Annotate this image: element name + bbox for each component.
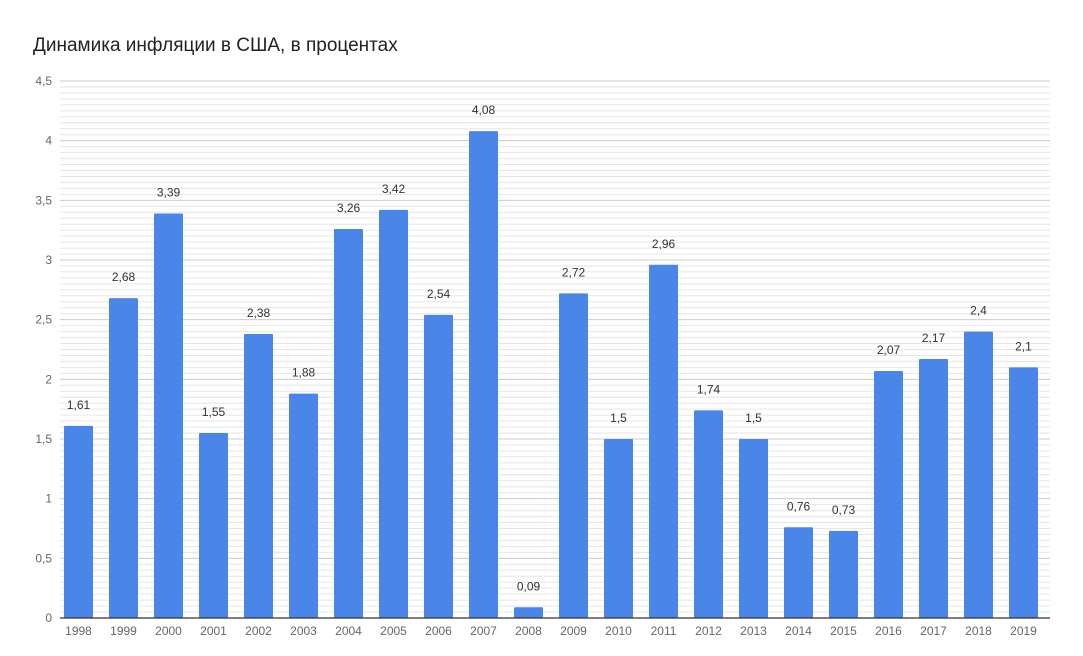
data-label: 2,54 bbox=[427, 287, 451, 301]
data-label: 1,61 bbox=[67, 398, 91, 412]
x-tick-label: 2016 bbox=[875, 624, 902, 638]
data-label: 1,74 bbox=[697, 382, 721, 396]
chart-title: Динамика инфляции в США, в процентах bbox=[33, 35, 398, 56]
x-tick-label: 2019 bbox=[1010, 624, 1037, 638]
bar-2005 bbox=[379, 209, 408, 618]
x-tick-label: 2005 bbox=[380, 624, 407, 638]
x-tick-label: 2017 bbox=[920, 624, 947, 638]
x-tick-label: 2010 bbox=[605, 624, 632, 638]
bar-2002 bbox=[244, 333, 273, 618]
x-tick-label: 2015 bbox=[830, 624, 857, 638]
bar-2008 bbox=[514, 607, 543, 618]
y-tick-label: 2,5 bbox=[35, 313, 52, 327]
x-tick-label: 2013 bbox=[740, 624, 767, 638]
bar-2015 bbox=[829, 530, 858, 618]
x-tick-label: 2006 bbox=[425, 624, 452, 638]
data-label: 1,5 bbox=[610, 411, 627, 425]
data-label: 1,88 bbox=[292, 366, 316, 380]
x-tick-label: 2014 bbox=[785, 624, 812, 638]
bar-2001 bbox=[199, 433, 228, 618]
data-label: 0,76 bbox=[787, 499, 811, 513]
bar-2009 bbox=[559, 293, 588, 618]
bar-2007 bbox=[469, 131, 498, 618]
bar-2017 bbox=[919, 359, 948, 618]
y-tick-label: 1 bbox=[45, 492, 52, 506]
x-tick-label: 2007 bbox=[470, 624, 497, 638]
data-label: 3,42 bbox=[382, 182, 406, 196]
y-tick-label: 4 bbox=[45, 134, 52, 148]
bar-2014 bbox=[784, 527, 813, 618]
data-label: 0,73 bbox=[832, 503, 856, 517]
y-tick-label: 1,5 bbox=[35, 432, 52, 446]
bar-2006 bbox=[424, 314, 453, 618]
y-tick-label: 4,5 bbox=[35, 74, 52, 88]
bar-2003 bbox=[289, 393, 318, 618]
data-label: 2,96 bbox=[652, 237, 676, 251]
x-tick-label: 2008 bbox=[515, 624, 542, 638]
bar-2010 bbox=[604, 439, 633, 618]
data-label: 2,38 bbox=[247, 306, 271, 320]
bar-2004 bbox=[334, 228, 363, 618]
data-labels: 1,61 2,68 3,39 1,55 2,38 1,88 3,26 3,42 2,54 4,08… bbox=[67, 103, 1032, 593]
y-tick-label: 0 bbox=[45, 611, 52, 625]
x-tick-label: 1998 bbox=[65, 624, 92, 638]
data-label: 4,08 bbox=[472, 103, 496, 117]
bar-1999 bbox=[109, 298, 138, 618]
bar-2000 bbox=[154, 213, 183, 618]
data-label: 0,09 bbox=[517, 579, 541, 593]
data-label: 1,5 bbox=[745, 411, 762, 425]
x-tick-label: 2002 bbox=[245, 624, 272, 638]
data-label: 2,17 bbox=[922, 331, 946, 345]
x-tick-label: 1999 bbox=[110, 624, 137, 638]
bar-2019 bbox=[1009, 367, 1038, 618]
bar-2018 bbox=[964, 331, 993, 618]
x-tick-label: 2011 bbox=[651, 624, 677, 638]
bars bbox=[64, 131, 1038, 618]
bar-2016 bbox=[874, 370, 903, 618]
x-tick-label: 2012 bbox=[695, 624, 722, 638]
x-tick-label: 2004 bbox=[335, 624, 362, 638]
data-label: 2,68 bbox=[112, 270, 136, 284]
bar-2012 bbox=[694, 410, 723, 618]
y-axis: 0 0,5 1 1,5 2 2,5 3 3,5 4 4,5 bbox=[35, 74, 52, 625]
data-label: 3,26 bbox=[337, 201, 361, 215]
data-label: 3,39 bbox=[157, 185, 181, 199]
data-label: 2,4 bbox=[970, 304, 987, 318]
y-tick-label: 3 bbox=[45, 253, 52, 267]
x-tick-label: 2018 bbox=[965, 624, 992, 638]
y-tick-label: 2 bbox=[45, 372, 52, 386]
y-tick-label: 3,5 bbox=[35, 193, 52, 207]
bar-1998 bbox=[64, 425, 93, 618]
x-tick-label: 2009 bbox=[560, 624, 587, 638]
data-label: 2,1 bbox=[1015, 339, 1032, 353]
y-tick-label: 0,5 bbox=[35, 551, 52, 565]
data-label: 1,55 bbox=[202, 405, 226, 419]
x-tick-label: 2000 bbox=[155, 624, 182, 638]
bar-2013 bbox=[739, 439, 768, 618]
x-tick-label: 2003 bbox=[290, 624, 317, 638]
x-tick-label: 2001 bbox=[200, 624, 227, 638]
bar-2011 bbox=[649, 264, 678, 618]
x-axis: 1998 1999 2000 2001 2002 2003 2004 2005 2006 2007… bbox=[60, 617, 1050, 638]
data-label: 2,07 bbox=[877, 343, 901, 357]
data-label: 2,72 bbox=[562, 265, 586, 279]
